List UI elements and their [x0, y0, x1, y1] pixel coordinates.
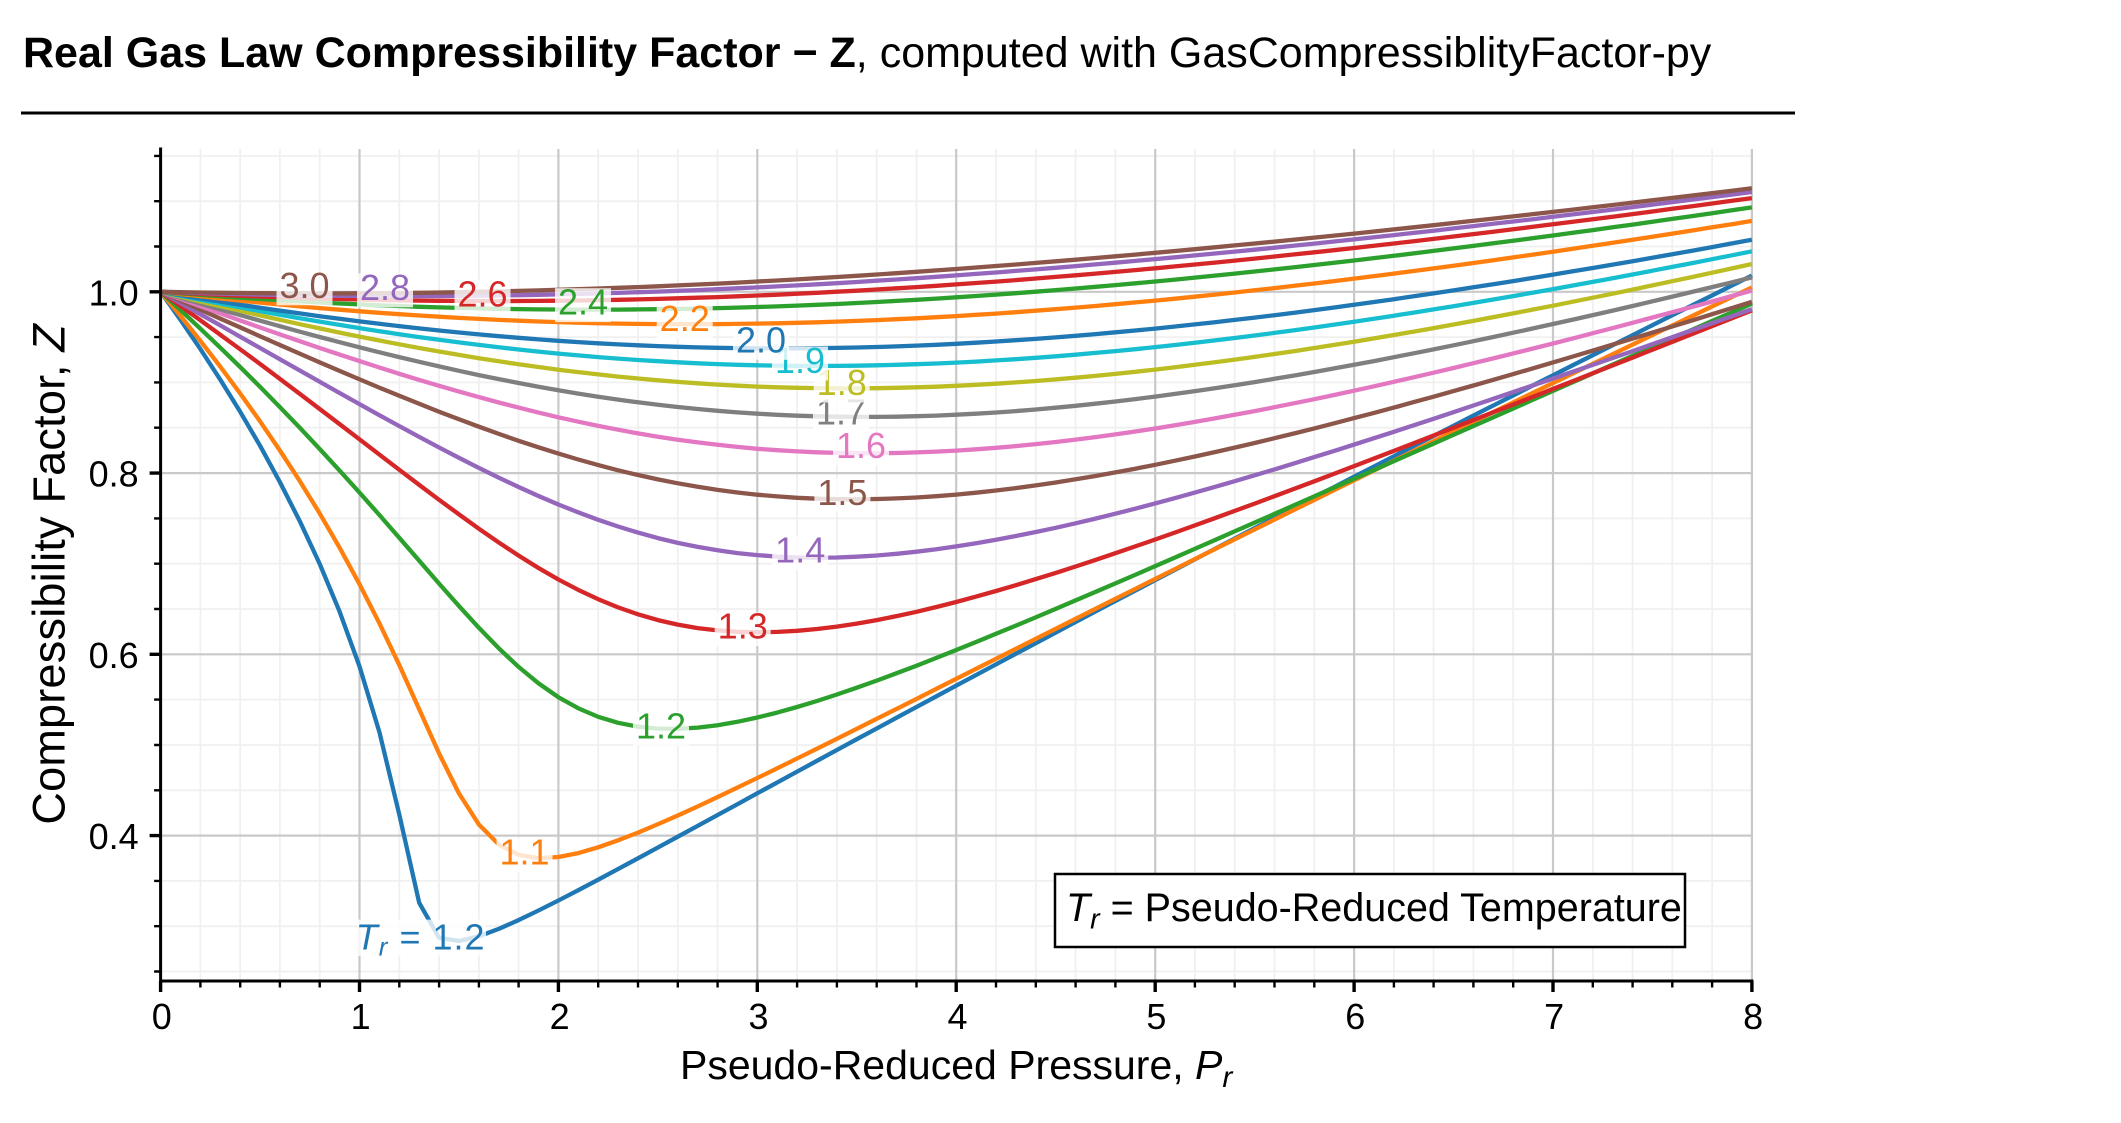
svg-text:1: 1: [351, 996, 371, 1037]
svg-text:6: 6: [1345, 996, 1365, 1037]
svg-text:1.0: 1.0: [89, 272, 139, 313]
svg-text:1.4: 1.4: [775, 530, 825, 571]
svg-text:5: 5: [1146, 996, 1166, 1037]
svg-text:1.5: 1.5: [817, 472, 867, 513]
svg-text:2.0: 2.0: [736, 319, 786, 360]
svg-text:0.6: 0.6: [89, 635, 139, 676]
svg-text:3.0: 3.0: [279, 265, 329, 306]
svg-text:7: 7: [1544, 996, 1564, 1037]
svg-text:Tr = 1.2: Tr = 1.2: [356, 916, 486, 961]
svg-text:8: 8: [1743, 996, 1763, 1037]
svg-text:Real Gas Law Compressibility F: Real Gas Law Compressibility Factor − Z,…: [23, 29, 1712, 77]
svg-text:0.8: 0.8: [89, 454, 139, 495]
svg-text:2.4: 2.4: [558, 282, 608, 323]
svg-text:3: 3: [748, 996, 768, 1037]
svg-text:Pseudo-Reduced Pressure, Pr: Pseudo-Reduced Pressure, Pr: [680, 1042, 1233, 1094]
svg-text:1.2: 1.2: [636, 705, 686, 746]
svg-text:Tr = Pseudo-Reduced Temperatur: Tr = Pseudo-Reduced Temperature: [1066, 886, 1682, 936]
svg-text:Compressibility Factor, Z: Compressibility Factor, Z: [23, 323, 74, 825]
svg-text:2.2: 2.2: [660, 298, 710, 339]
svg-text:2.8: 2.8: [360, 267, 410, 308]
svg-text:2.6: 2.6: [457, 273, 507, 314]
svg-text:2: 2: [550, 996, 570, 1037]
svg-text:1.1: 1.1: [499, 831, 549, 872]
svg-text:0.4: 0.4: [89, 816, 139, 857]
svg-text:4: 4: [947, 996, 967, 1037]
svg-text:0: 0: [152, 996, 172, 1037]
svg-text:1.3: 1.3: [718, 606, 768, 647]
